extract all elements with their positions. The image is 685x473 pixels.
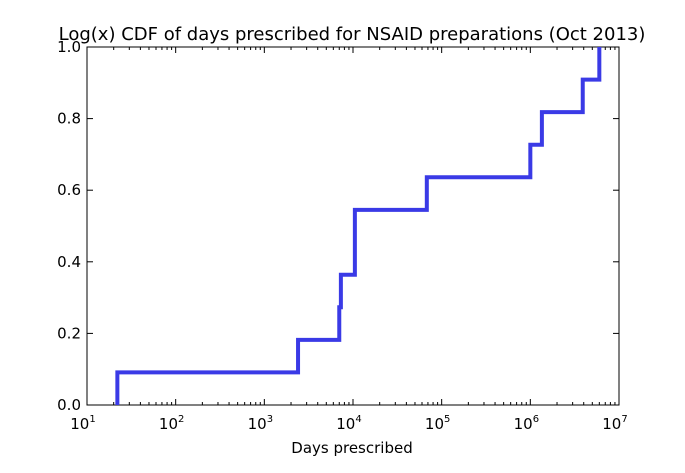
x-tick-base: 10: [514, 415, 533, 433]
x-tick-label: 104: [336, 414, 361, 433]
x-tick-exponent: 4: [355, 414, 361, 425]
x-tick-label: 107: [602, 414, 627, 433]
x-tick-exponent: 1: [89, 414, 95, 425]
y-tick-label: 0.6: [57, 181, 81, 199]
x-tick-base: 10: [159, 415, 178, 433]
x-tick-base: 10: [248, 415, 267, 433]
x-tick-exponent: 5: [444, 414, 450, 425]
x-tick-exponent: 7: [621, 414, 627, 425]
x-tick-exponent: 6: [533, 414, 539, 425]
x-tick-base: 10: [70, 415, 89, 433]
x-tick-label: 105: [425, 414, 450, 433]
y-tick-label: 0.4: [57, 253, 81, 271]
x-tick-label: 103: [248, 414, 273, 433]
x-tick-base: 10: [425, 415, 444, 433]
x-tick-label: 106: [514, 414, 539, 433]
x-tick-base: 10: [336, 415, 355, 433]
y-tick-label: 0.2: [57, 324, 81, 342]
x-axis-label: Days prescribed: [291, 439, 412, 457]
y-tick-label: 0.8: [57, 110, 81, 128]
y-tick-label: 0.0: [57, 396, 81, 414]
x-tick-exponent: 2: [178, 414, 184, 425]
x-tick-label: 102: [159, 414, 184, 433]
y-tick-label: 1.0: [57, 38, 81, 56]
x-tick-label: 101: [70, 414, 95, 433]
x-tick-base: 10: [602, 415, 621, 433]
cdf-step-line: [115, 47, 602, 405]
data-series: [115, 47, 602, 405]
x-tick-exponent: 3: [267, 414, 273, 425]
chart-title: Log(x) CDF of days prescribed for NSAID …: [59, 24, 646, 45]
